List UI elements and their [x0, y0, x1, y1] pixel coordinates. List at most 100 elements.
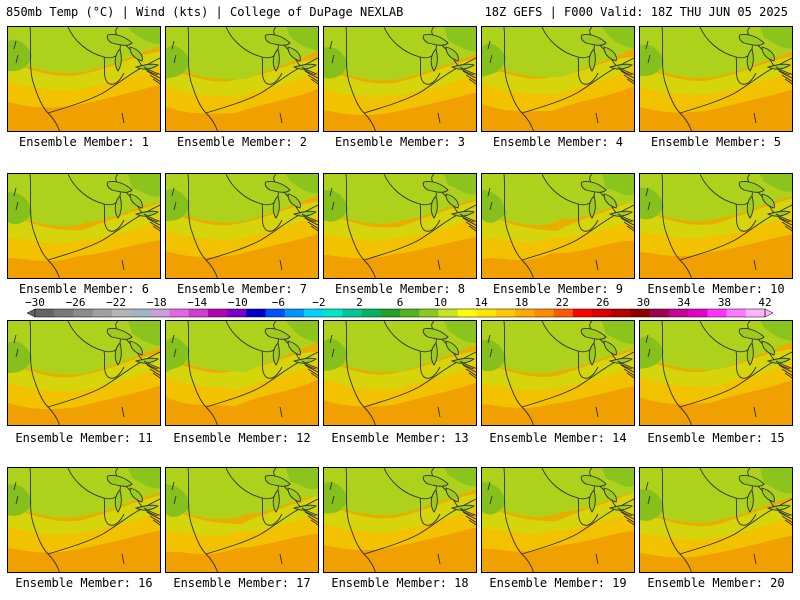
- colorbar-swatch: [438, 309, 459, 317]
- temperature-field-map: [324, 27, 476, 131]
- ensemble-map-panel: [165, 173, 319, 279]
- colorbar-tick-label: 10: [433, 296, 448, 309]
- ensemble-map-panel: [165, 320, 319, 426]
- colorbar-swatch: [688, 309, 708, 317]
- colorbar-tick-label: 34: [677, 296, 691, 309]
- colorbar-swatch: [54, 309, 74, 317]
- colorbar-tick-label: 38: [717, 296, 732, 309]
- colorbar-swatch: [207, 309, 228, 317]
- temperature-colorbar: [26, 308, 774, 318]
- ensemble-member-label: Ensemble Member: 2: [176, 135, 308, 149]
- temperature-field-map: [324, 174, 476, 278]
- colorbar-swatch: [111, 309, 132, 317]
- ensemble-member-label: Ensemble Member: 10: [647, 282, 785, 296]
- ensemble-map-panel: [639, 26, 793, 132]
- colorbar-swatch: [380, 309, 401, 317]
- ensemble-map-panel: [639, 467, 793, 573]
- colorbar-swatch: [342, 309, 363, 317]
- colorbar-swatch: [726, 309, 747, 317]
- ensemble-map-panel: [7, 467, 161, 573]
- colorbar-swatch: [265, 309, 286, 317]
- colorbar-swatch: [668, 309, 689, 317]
- ensemble-member-label: Ensemble Member: 15: [647, 431, 785, 445]
- colorbar-swatch: [246, 309, 267, 317]
- colorbar-swatch: [457, 309, 478, 317]
- colorbar-swatch: [515, 309, 535, 317]
- model-run-info: 18Z GEFS | F000 Valid: 18Z THU JUN 05 20…: [484, 5, 788, 19]
- colorbar-tick-label: −26: [65, 296, 86, 309]
- colorbar-tick-label: 42: [758, 296, 772, 309]
- ensemble-member-label: Ensemble Member: 3: [334, 135, 466, 149]
- colorbar-tick-label: −10: [227, 296, 248, 309]
- ensemble-member-label: Ensemble Member: 9: [492, 282, 624, 296]
- ensemble-member-label: Ensemble Member: 17: [173, 576, 311, 590]
- colorbar-swatch: [476, 309, 497, 317]
- ensemble-member-label: Ensemble Member: 4: [492, 135, 624, 149]
- temperature-field-map: [8, 468, 160, 572]
- temperature-field-map: [166, 174, 318, 278]
- ensemble-map-panel: [165, 26, 319, 132]
- colorbar-swatch: [419, 309, 439, 317]
- ensemble-map-panel: [481, 26, 635, 132]
- ensemble-member-label: Ensemble Member: 6: [18, 282, 150, 296]
- temperature-field-map: [640, 321, 792, 425]
- ensemble-member-label: Ensemble Member: 14: [489, 431, 627, 445]
- colorbar-swatch: [284, 309, 305, 317]
- colorbar-tick-label: −2: [312, 296, 326, 309]
- colorbar-swatch: [611, 309, 632, 317]
- colorbar-swatch: [534, 309, 555, 317]
- colorbar-swatch: [131, 309, 151, 317]
- ensemble-member-label: Ensemble Member: 18: [331, 576, 469, 590]
- colorbar-swatch: [745, 309, 766, 317]
- colorbar-swatch: [496, 309, 516, 317]
- temperature-field-map: [8, 27, 160, 131]
- ensemble-map-panel: [7, 26, 161, 132]
- colorbar-tick-label: 18: [515, 296, 529, 309]
- ensemble-map-panel: [7, 320, 161, 426]
- colorbar-swatch: [188, 309, 209, 317]
- temperature-field-map: [324, 321, 476, 425]
- colorbar-swatch: [361, 309, 382, 317]
- ensemble-map-panel: [639, 173, 793, 279]
- ensemble-member-label: Ensemble Member: 12: [173, 431, 311, 445]
- colorbar-swatch: [150, 309, 170, 317]
- ensemble-member-label: Ensemble Member: 1: [18, 135, 150, 149]
- temperature-field-map: [166, 468, 318, 572]
- temperature-field-map: [482, 468, 634, 572]
- temperature-field-map: [166, 321, 318, 425]
- ensemble-map-panel: [481, 173, 635, 279]
- colorbar-tick-label: 2: [356, 296, 363, 309]
- ensemble-member-label: Ensemble Member: 13: [331, 431, 469, 445]
- temperature-field-map: [640, 468, 792, 572]
- ensemble-member-label: Ensemble Member: 5: [650, 135, 782, 149]
- colorbar-tick-label: 30: [636, 296, 650, 309]
- ensemble-map-panel: [481, 320, 635, 426]
- colorbar-swatch: [303, 309, 324, 317]
- ensemble-map-panel: [7, 173, 161, 279]
- colorbar-swatch: [649, 309, 670, 317]
- map-title: 850mb Temp (°C) | Wind (kts) | College o…: [6, 5, 404, 19]
- ensemble-map-panel: [165, 467, 319, 573]
- colorbar-swatch: [227, 309, 247, 317]
- temperature-field-map: [166, 27, 318, 131]
- colorbar-tick-label: 26: [596, 296, 610, 309]
- colorbar-swatch: [553, 309, 574, 317]
- colorbar-tick-label: −18: [146, 296, 167, 309]
- colorbar-tick-label: −22: [106, 296, 127, 309]
- colorbar-swatch: [630, 309, 651, 317]
- colorbar-swatch: [35, 309, 55, 317]
- temperature-field-map: [324, 468, 476, 572]
- temperature-field-map: [640, 174, 792, 278]
- colorbar-tick-label: 6: [396, 296, 404, 309]
- ensemble-map-panel: [323, 173, 477, 279]
- temperature-field-map: [640, 27, 792, 131]
- ensemble-member-label: Ensemble Member: 7: [176, 282, 308, 296]
- temperature-field-map: [482, 174, 634, 278]
- ensemble-member-label: Ensemble Member: 19: [489, 576, 627, 590]
- colorbar-tick-label: −6: [271, 296, 285, 309]
- colorbar-tick-label: 22: [555, 296, 569, 309]
- temperature-field-map: [482, 27, 634, 131]
- ensemble-map-panel: [481, 467, 635, 573]
- ensemble-member-label: Ensemble Member: 16: [15, 576, 153, 590]
- colorbar-tick-label: −14: [187, 296, 208, 309]
